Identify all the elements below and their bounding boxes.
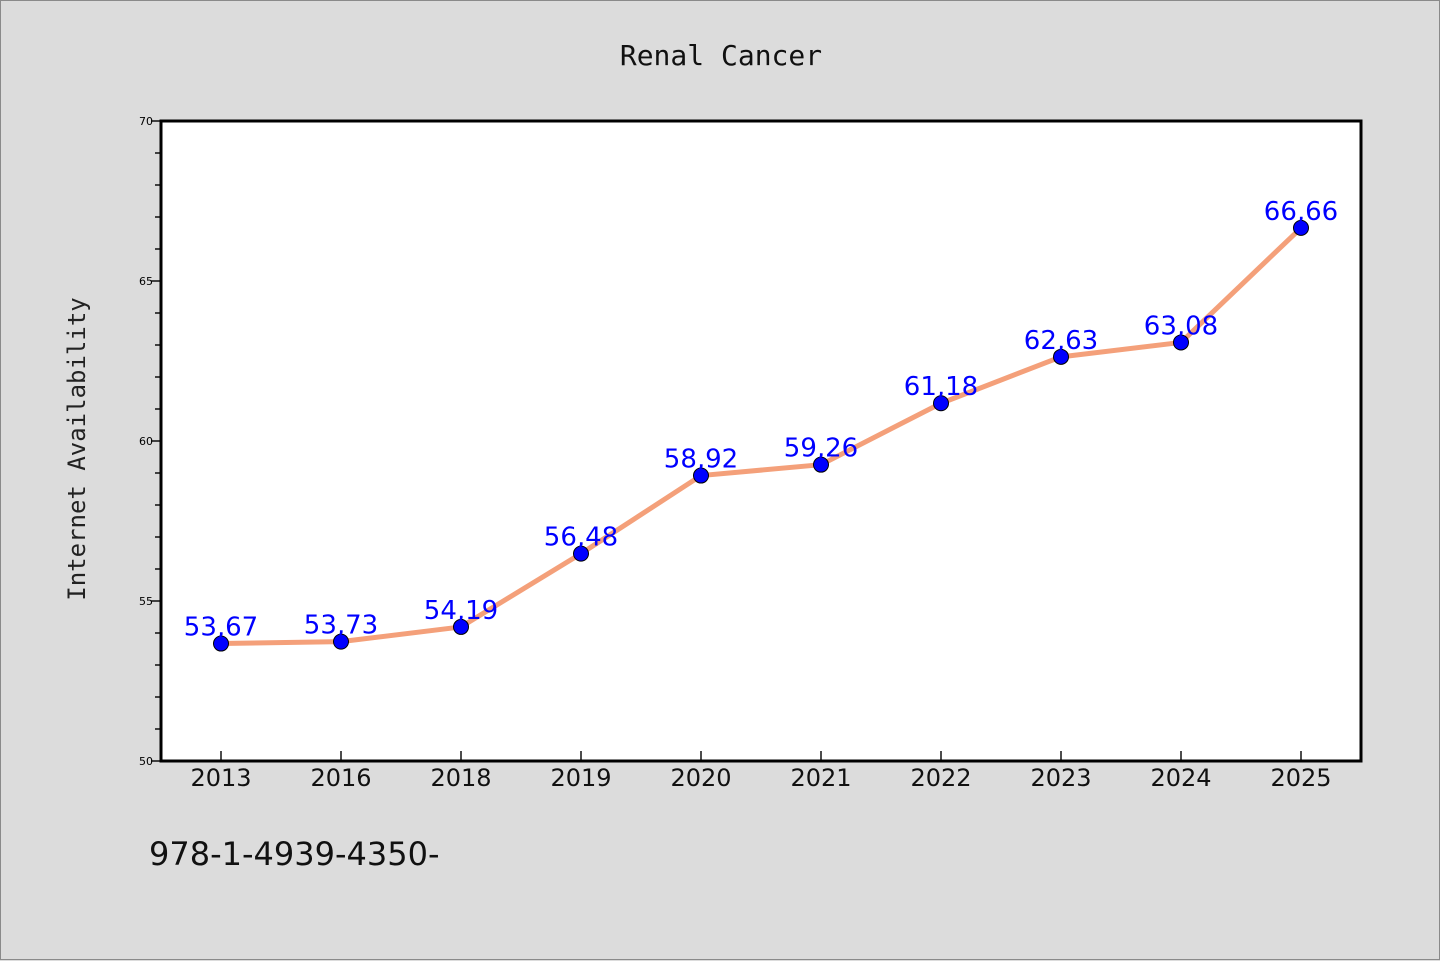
- data-label-2016: 53,73: [304, 611, 378, 641]
- data-label-2019: 56,48: [544, 523, 618, 553]
- data-point-2018: [453, 618, 469, 635]
- chart-title: Renal Cancer: [620, 39, 822, 72]
- y-axis-ticks: [151, 120, 161, 762]
- series-layer: [218, 225, 1304, 647]
- data-point-2024: [1173, 334, 1189, 351]
- y-tick-label-65: 65: [139, 275, 153, 288]
- x-tick-label-2021: 2021: [790, 764, 851, 792]
- data-label-2024: 63,08: [1144, 311, 1218, 341]
- data-label-2025: 66,66: [1264, 197, 1338, 227]
- x-tick-label-2025: 2025: [1270, 764, 1331, 792]
- data-point-2013: [213, 635, 229, 652]
- y-tick-label-55: 55: [139, 595, 153, 608]
- x-tick-label-2016: 2016: [310, 764, 371, 792]
- data-points: [213, 219, 1309, 652]
- x-tick-label-2018: 2018: [430, 764, 491, 792]
- data-point-2020: [693, 467, 709, 484]
- plot-area: [159, 119, 1363, 763]
- series-line-1: [218, 225, 1304, 647]
- data-label-2020: 58,92: [664, 445, 738, 475]
- data-point-2016: [333, 633, 349, 650]
- x-tick-label-2022: 2022: [910, 764, 971, 792]
- footer-code: 978-1-4939-4350-: [149, 835, 440, 873]
- x-tick-label-2019: 2019: [550, 764, 611, 792]
- x-axis-tick-labels: 2013 2016 2018 2019 2020 2021 2022 2023 2024 2025: [190, 764, 1331, 792]
- data-point-2021: [813, 456, 829, 473]
- data-label-2022: 61,18: [904, 372, 978, 402]
- data-label-2021: 59,26: [784, 434, 858, 464]
- y-axis-tick-labels: 50 55 60 65 70: [139, 115, 153, 768]
- x-tick-label-2024: 2024: [1150, 764, 1211, 792]
- data-label-2013: 53,67: [184, 613, 258, 643]
- y-axis-label: Internet Availability: [63, 297, 91, 600]
- data-label-2023: 62,63: [1024, 326, 1098, 356]
- data-point-2019: [573, 545, 589, 562]
- data-point-2023: [1053, 348, 1069, 365]
- y-tick-label-60: 60: [139, 435, 153, 448]
- data-point-2022: [933, 395, 949, 412]
- x-tick-label-2020: 2020: [670, 764, 731, 792]
- data-labels: 53,67 53,73 54,19 56,48 58,92 59,26 61,18 62,63…: [184, 197, 1338, 643]
- y-tick-label-70: 70: [139, 115, 153, 128]
- x-tick-label-2023: 2023: [1030, 764, 1091, 792]
- y-tick-label-50: 50: [139, 755, 153, 768]
- x-tick-label-2013: 2013: [190, 764, 251, 792]
- data-point-2025: [1293, 219, 1309, 236]
- x-axis-ticks: [220, 751, 1302, 761]
- data-label-2018: 54,19: [424, 596, 498, 626]
